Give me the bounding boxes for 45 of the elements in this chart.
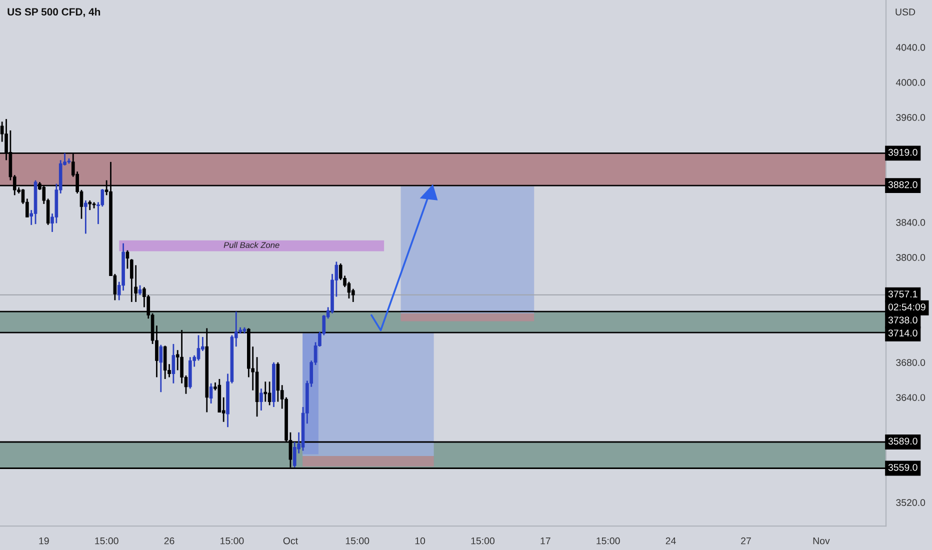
y-axis-title: USD (896, 8, 916, 16)
x-tick-label: 15:00 (471, 537, 494, 544)
y-tick-label: 4000.0 (896, 79, 926, 86)
candlestick (126, 250, 130, 270)
ref-line-label: 3882.0 (888, 181, 918, 188)
ref-line-label: 3757.1 (888, 290, 918, 298)
candlestick (130, 258, 134, 303)
y-tick-label: 3800.0 (896, 254, 926, 261)
candlestick (209, 382, 213, 404)
candlestick (264, 380, 268, 402)
candlestick (172, 343, 176, 384)
candlestick (84, 200, 88, 234)
x-tick-label: 19 (39, 537, 49, 544)
y-tick-label: 3680.0 (896, 359, 926, 366)
x-tick-label: 10 (415, 537, 426, 544)
x-tick-label: 15:00 (596, 537, 620, 544)
y-tick-label: 3840.0 (896, 219, 926, 226)
candlestick (196, 334, 200, 362)
candlestick (268, 380, 272, 406)
ref-line-label: 3738.0 (888, 316, 918, 324)
annotation: Pull Back Zone (224, 242, 280, 248)
ref-line-label: 3589.0 (888, 438, 918, 445)
x-tick-label: 15:00 (346, 537, 370, 544)
x-tick-label: 27 (741, 537, 751, 544)
x-tick-label: 15:00 (95, 537, 118, 544)
text: 02:54:09 (888, 304, 926, 310)
text: US SP 500 CFD, 4h (8, 8, 100, 18)
ref-line-label: 3714.0 (888, 330, 918, 336)
candlestick (159, 344, 163, 393)
candlestick (138, 284, 142, 296)
y-tick-label: 3520.0 (896, 499, 926, 506)
y-tick-label: 3640.0 (896, 394, 926, 401)
x-tick-label: 17 (540, 537, 550, 544)
x-tick-label: 15:00 (220, 537, 244, 544)
y-tick-label: 4040.0 (896, 44, 926, 51)
candlestick (260, 388, 263, 412)
x-tick-label: 26 (164, 537, 174, 544)
ref-line-label: 3919.0 (888, 148, 918, 156)
ref-line-label: 3559.0 (888, 464, 918, 471)
y-tick-label: 3960.0 (896, 114, 926, 121)
candlestick (88, 200, 92, 211)
x-tick-label: Nov (813, 537, 830, 544)
candlestick (163, 345, 167, 380)
x-tick-label: Oct (283, 537, 298, 544)
x-tick-label: 24 (666, 537, 676, 544)
